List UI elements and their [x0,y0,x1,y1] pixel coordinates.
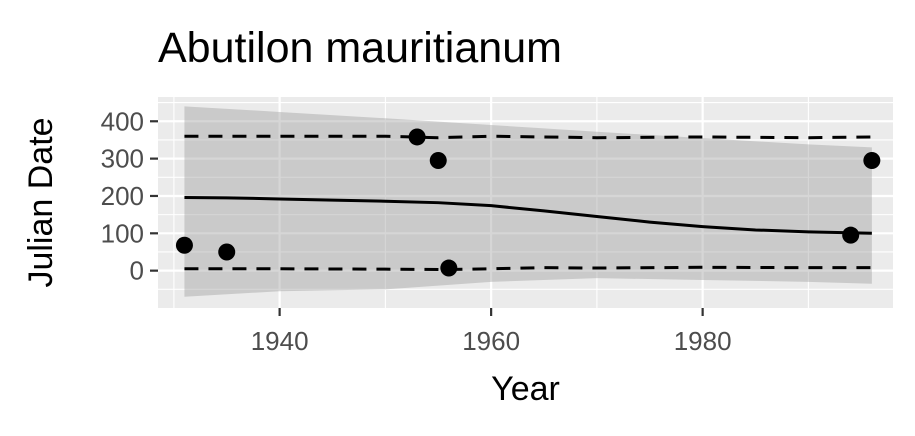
data-point [429,151,447,169]
data-point [863,151,881,169]
y-tick-label: 0 [130,256,144,286]
fit-line [184,195,872,235]
x-axis-title: Year [491,370,560,408]
x-tick-label: 1980 [674,326,732,356]
data-point [440,259,458,277]
major-gridlines [158,97,893,308]
y-tick-label: 300 [101,144,144,174]
data-point [408,128,426,146]
data-point [218,243,236,261]
y-axis-title: Julian Date [22,117,60,287]
x-axis: 1940 1960 1980 [251,308,732,356]
x-tick-label: 1940 [251,326,309,356]
upper-bound-line [184,134,872,140]
y-tick-label: 200 [101,181,144,211]
x-tick-label: 1960 [462,326,520,356]
y-tick-label: 100 [101,218,144,248]
y-tick-label: 400 [101,106,144,136]
plot-panel [158,97,893,308]
chart-title: Abutilon mauritianum [158,24,562,72]
data-point [842,226,860,244]
data-points [175,128,881,277]
y-axis: 0 100 200 300 400 [101,106,158,286]
lower-bound-line [184,265,872,272]
data-point [175,236,193,254]
confidence-band [184,106,872,297]
